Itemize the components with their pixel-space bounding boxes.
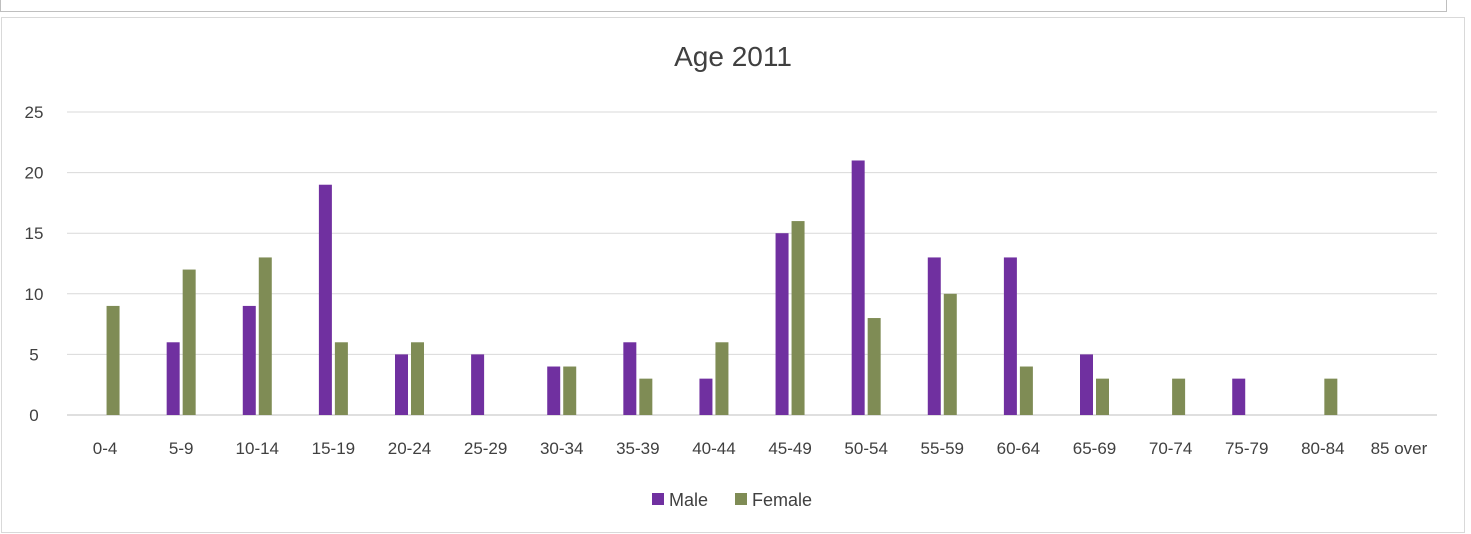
bar-female	[563, 366, 577, 415]
bar-male	[775, 233, 789, 415]
bar-female	[258, 257, 272, 415]
bar-female	[867, 318, 881, 415]
top-panel-edge	[0, 0, 1447, 12]
bars	[106, 160, 1338, 415]
bar-male	[1080, 354, 1093, 415]
x-tick-label: 20-24	[388, 439, 431, 458]
bar-female	[182, 269, 196, 415]
x-tick-label: 55-59	[921, 439, 964, 458]
bar-male	[927, 257, 941, 415]
legend-label-female: Female	[752, 490, 812, 510]
x-tick-label: 50-54	[844, 439, 887, 458]
bar-female	[943, 293, 957, 415]
bar-male	[166, 342, 180, 415]
x-tick-label: 45-49	[768, 439, 811, 458]
gridlines	[67, 111, 1437, 416]
bar-female	[791, 221, 805, 415]
x-tick-label: 10-14	[236, 439, 279, 458]
bar-male	[1003, 257, 1017, 415]
bar-female	[1019, 366, 1033, 415]
legend-label-male: Male	[669, 490, 708, 510]
bar-female	[1096, 378, 1109, 415]
x-tick-label: 85 over	[1371, 439, 1428, 458]
x-tick-label: 0-4	[93, 439, 118, 458]
bar-female	[639, 378, 653, 415]
x-tick-label: 70-74	[1149, 439, 1192, 458]
chart-area	[1, 17, 1465, 533]
bar-female	[715, 342, 729, 415]
x-axis-ticks: 0-4 5-9 10-14 15-19 20-24 25-29 30-34 35-39 40-4…	[93, 439, 1428, 458]
bar-male	[623, 342, 637, 415]
x-tick-label: 65-69	[1073, 439, 1116, 458]
bar-female	[334, 342, 348, 415]
legend: Male Female	[652, 490, 812, 510]
y-tick-label: 5	[29, 345, 38, 364]
y-tick-label: 0	[29, 406, 38, 425]
bar-male	[699, 378, 713, 415]
legend-swatch-male	[652, 493, 664, 505]
bar-male	[471, 354, 485, 415]
x-tick-label: 30-34	[540, 439, 583, 458]
bar-male	[318, 184, 332, 415]
bar-female	[106, 305, 120, 415]
bar-male	[242, 305, 256, 415]
y-tick-label: 25	[25, 103, 44, 122]
chart-title: Age 2011	[674, 41, 792, 72]
bar-male	[851, 160, 865, 415]
bar-male	[1232, 378, 1246, 415]
x-tick-label: 15-19	[312, 439, 355, 458]
x-tick-label: 40-44	[692, 439, 735, 458]
bar-female	[1172, 378, 1186, 415]
y-tick-label: 15	[25, 224, 44, 243]
y-axis-ticks: 0 5 10 15 20 25	[25, 103, 44, 425]
x-tick-label: 25-29	[464, 439, 507, 458]
x-tick-label: 75-79	[1225, 439, 1268, 458]
x-tick-label: 5-9	[169, 439, 194, 458]
bar-male	[395, 354, 408, 415]
x-tick-label: 60-64	[997, 439, 1040, 458]
legend-swatch-female	[735, 493, 747, 505]
bar-female	[411, 342, 424, 415]
x-tick-label: 80-84	[1301, 439, 1344, 458]
bar-female	[1324, 378, 1338, 415]
y-tick-label: 10	[25, 285, 44, 304]
x-tick-label: 35-39	[616, 439, 659, 458]
bar-male	[547, 366, 561, 415]
y-tick-label: 20	[25, 164, 44, 183]
